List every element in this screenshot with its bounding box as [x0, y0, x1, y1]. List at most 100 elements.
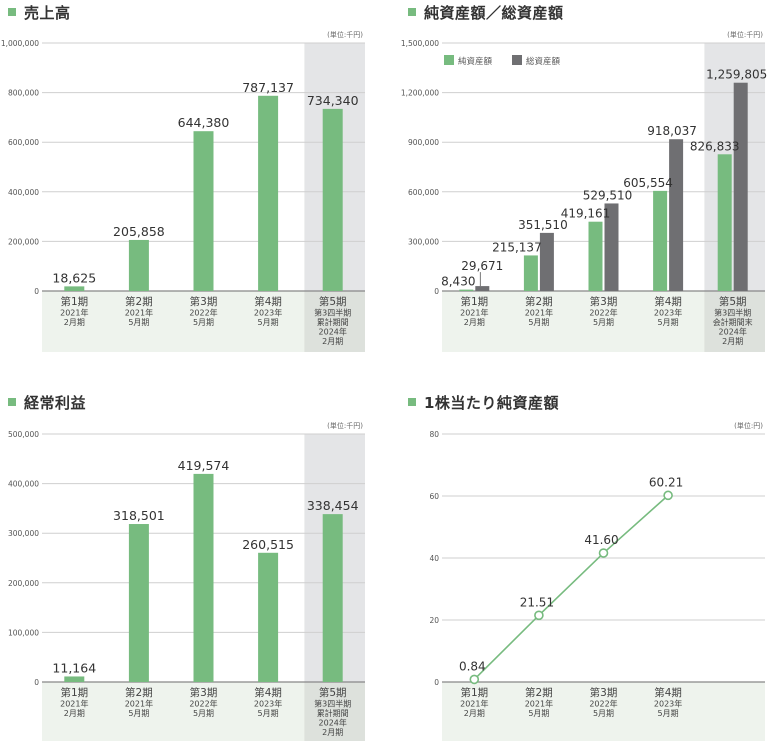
category-label: 第3期: [590, 686, 618, 699]
category-label: 2月期: [722, 337, 743, 346]
bar: [258, 95, 279, 291]
bps-line-chart: 020406080(単位:円)第1期2021年2月期第2期2021年5月期第3期…: [429, 421, 765, 741]
category-label: 第3期: [190, 686, 218, 699]
bar-net-assets: [717, 154, 732, 291]
bar-total-assets: [733, 82, 748, 291]
category-label: 2022年: [589, 699, 617, 709]
data-label: 318,501: [113, 508, 165, 523]
category-label: 第4期: [254, 295, 282, 308]
category-label: 5月期: [528, 318, 549, 327]
data-label: 260,515: [242, 537, 294, 552]
category-label: 第1期: [460, 686, 488, 699]
category-label: 5月期: [258, 709, 279, 718]
category-label: 2024年: [319, 327, 347, 337]
y-tick-label: 60: [429, 492, 439, 501]
assets-bar-chart: 0 300,000 600,000 900,000 1,200,000 1,500,000…: [401, 30, 767, 352]
category-label: 5月期: [193, 318, 214, 327]
y-tick-label: 600,000: [8, 138, 39, 147]
category-label: 累計期間: [317, 708, 349, 718]
category-label: 第2期: [525, 686, 553, 699]
y-tick-label: 40: [429, 554, 439, 563]
y-tick-label: 300,000: [8, 529, 39, 538]
data-label: 787,137: [242, 80, 294, 95]
category-label: 5月期: [128, 318, 149, 327]
assets-chart-title: 純資産額／総資産額: [408, 2, 564, 23]
title-marker-icon: [408, 397, 416, 406]
category-label: 第2期: [125, 295, 153, 308]
y-tick-label: 200,000: [8, 237, 39, 246]
category-label: 2022年: [189, 699, 217, 709]
data-label: 338,454: [307, 498, 359, 513]
category-label: 2月期: [464, 709, 485, 718]
y-tick-label: 200,000: [8, 579, 39, 588]
category-label: 2023年: [254, 308, 282, 318]
y-tick-label: 300,000: [408, 237, 439, 246]
category-label: 累計期間: [317, 317, 349, 327]
category-label: 第5期: [719, 295, 747, 308]
bar: [193, 473, 214, 682]
y-tick-label: 500,000: [8, 430, 39, 439]
unit-label: (単位:千円): [727, 30, 763, 39]
category-label: 第4期: [254, 686, 282, 699]
bar: [64, 286, 85, 291]
category-label: 2月期: [464, 318, 485, 327]
category-label: 5月期: [593, 709, 614, 718]
bar: [128, 524, 149, 682]
title-marker-icon: [8, 7, 16, 16]
category-label: 2021年: [460, 699, 488, 709]
category-label: 2023年: [654, 699, 682, 709]
y-tick-label: 400,000: [8, 480, 39, 489]
data-label-total-assets: 918,037: [647, 124, 697, 138]
category-label: 2021年: [525, 699, 553, 709]
data-point-marker: [469, 674, 480, 685]
data-label: 18,625: [52, 270, 96, 285]
bar-net-assets: [588, 221, 603, 291]
category-label: 5月期: [658, 318, 679, 327]
data-point-marker: [663, 490, 673, 501]
category-label: 第2期: [125, 686, 153, 699]
y-tick-label: 80: [429, 430, 439, 439]
y-tick-label: 100,000: [8, 628, 39, 637]
data-label-net-assets: 826,833: [690, 139, 740, 153]
category-label: 第4期: [654, 295, 682, 308]
bar-total-assets: [604, 203, 619, 291]
category-label: 5月期: [193, 709, 214, 718]
sales-chart-title: 売上高: [8, 2, 71, 23]
category-label: 2月期: [64, 318, 85, 327]
category-label: 2023年: [654, 308, 682, 318]
category-label: 5月期: [593, 318, 614, 327]
data-label: 21.51: [520, 595, 554, 609]
data-label-total-assets: 1,259,805: [706, 68, 767, 82]
data-label-total-assets: 351,510: [518, 218, 568, 232]
data-label: 0.84: [459, 659, 486, 673]
legend-total-assets-swatch: [512, 55, 522, 65]
bar-total-assets: [475, 286, 490, 291]
data-label-net-assets: 215,137: [492, 240, 542, 254]
category-label: 5月期: [658, 709, 679, 718]
category-label: 2021年: [60, 699, 88, 709]
category-label: 第3期: [190, 295, 218, 308]
bar: [64, 676, 85, 682]
bar-total-assets: [669, 139, 684, 291]
data-label-net-assets: 605,554: [623, 176, 673, 190]
category-label: 2021年: [125, 308, 153, 318]
y-tick-label: 0: [34, 678, 39, 687]
y-tick-label: 0: [434, 287, 439, 296]
y-tick-label: 600,000: [408, 188, 439, 197]
bar-net-assets: [459, 289, 474, 291]
bar-total-assets: [539, 232, 554, 291]
y-tick-label: 20: [429, 616, 439, 625]
category-label: 2024年: [719, 327, 747, 337]
unit-label: (単位:千円): [327, 30, 363, 39]
category-label: 2月期: [322, 337, 343, 346]
category-label: 第3四半期: [714, 308, 751, 318]
category-label: 第5期: [319, 686, 347, 699]
category-label: 2022年: [589, 308, 617, 318]
bar-net-assets: [653, 190, 668, 291]
category-label: 5月期: [258, 318, 279, 327]
bps-line: [473, 494, 669, 680]
y-tick-label: 900,000: [408, 138, 439, 147]
bar: [258, 552, 279, 682]
legend-net-assets-label: 純資産額: [458, 56, 493, 67]
y-tick-label: 400,000: [8, 188, 39, 197]
